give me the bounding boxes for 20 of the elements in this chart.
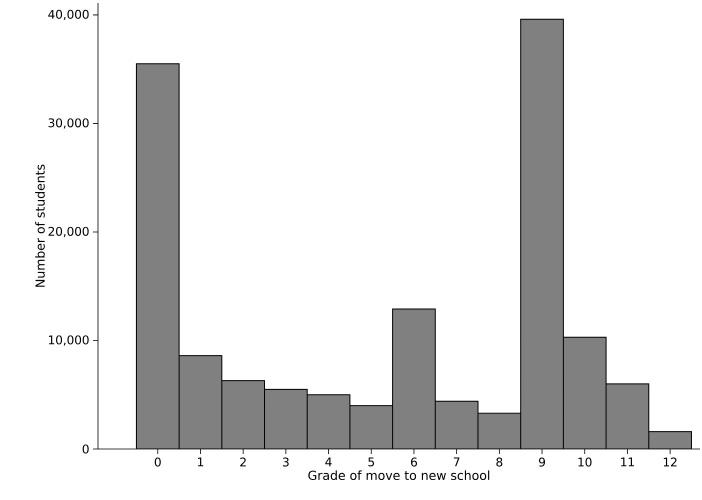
x-tick-label: 0 — [154, 458, 161, 467]
y-tick-label: 20,000 — [48, 226, 89, 238]
x-tick-label: 5 — [368, 458, 374, 466]
y-tick-label: 0 — [82, 444, 89, 454]
x-tick-label: 1 — [198, 458, 204, 466]
x-tick-label: 7 — [454, 458, 460, 466]
x-tick-label: 12 — [664, 458, 677, 466]
x-axis-title: Grade of move to new school — [308, 470, 490, 480]
y-tick-label: 40,000 — [48, 10, 89, 20]
x-tick-label: 2 — [240, 458, 246, 466]
x-tick-label: 3 — [282, 458, 289, 467]
y-axis-title: Number of students — [35, 164, 45, 287]
x-tick-label: 9 — [538, 458, 545, 467]
x-tick-label: 10 — [578, 458, 592, 467]
y-tick-label: 10,000 — [48, 335, 89, 346]
y-tick-label: 30,000 — [48, 118, 89, 129]
x-tick-label: 6 — [410, 458, 418, 467]
x-tick-label: 11 — [621, 458, 634, 466]
x-tick-label: 8 — [496, 458, 502, 467]
x-tick-label: 4 — [325, 458, 332, 466]
